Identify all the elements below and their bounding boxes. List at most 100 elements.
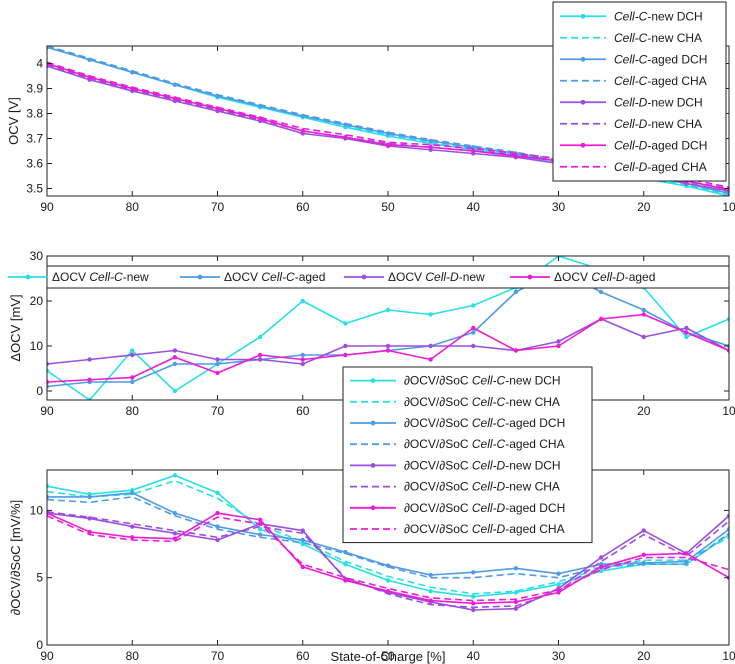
data-point	[641, 528, 646, 533]
legend-label-rest: -new DCH	[647, 9, 702, 23]
data-point	[130, 379, 135, 385]
data-point	[471, 343, 476, 349]
data-point	[598, 289, 604, 295]
data-point	[343, 343, 348, 349]
data-point	[87, 529, 92, 535]
legend-swatch-marker	[580, 13, 586, 19]
legend-label-prefix: ∂OCV/∂SoC	[404, 416, 472, 430]
data-point	[87, 357, 92, 362]
y-tick-label: 3.8	[26, 107, 43, 121]
legend-label: Cell-D-new DCH	[614, 95, 703, 109]
legend-label-prefix: ΔOCV	[388, 270, 425, 284]
x-tick-label: 80	[126, 404, 140, 418]
x-tick-label: 90	[40, 200, 54, 214]
data-point	[215, 537, 220, 543]
y-tick-label: 20	[30, 294, 44, 308]
data-point	[257, 517, 263, 523]
data-point	[513, 348, 519, 353]
data-point	[641, 307, 646, 313]
data-point	[47, 494, 50, 500]
series-line-dsoc-5	[47, 510, 729, 609]
data-point	[130, 535, 135, 540]
y-axis-label: OCV [V]	[6, 97, 21, 145]
x-tick-label: 60	[296, 200, 310, 214]
y-tick-label: 10	[30, 503, 44, 517]
data-point	[343, 562, 348, 567]
y-tick-label: 5	[36, 571, 43, 585]
data-point	[684, 334, 689, 340]
data-point	[300, 298, 305, 304]
legend-label: ∂OCV/∂SoC Cell-D-new CHA	[404, 480, 560, 494]
series-line-dsoc-7	[47, 515, 729, 602]
data-point	[684, 551, 689, 556]
data-point	[428, 343, 433, 349]
legend-dsoc: ∂OCV/∂SoC Cell-C-new DCH∂OCV/∂SoC Cell-C…	[342, 366, 593, 544]
legend-label-rest: -new DCH	[647, 95, 702, 109]
data-point	[513, 289, 519, 295]
x-tick-label: 70	[211, 200, 225, 214]
data-point	[471, 570, 476, 575]
legend-label-rest: -aged CHA	[647, 160, 706, 174]
data-point	[300, 352, 305, 358]
legend-label-cell: Cell-D	[614, 160, 648, 174]
legend-label-prefix: ∂OCV/∂SoC	[404, 480, 472, 494]
legend-label-rest: -aged CHA	[647, 74, 706, 88]
legend-label-cell: Cell-C	[614, 31, 648, 45]
legend-label-cell: Cell-C	[472, 395, 506, 409]
data-point	[428, 572, 433, 578]
legend-label-cell: Cell-C	[89, 270, 123, 284]
legend-label-cell: Cell-D	[591, 270, 625, 284]
data-point	[172, 510, 178, 516]
legend-label: Cell-D-aged CHA	[614, 160, 707, 174]
data-point	[300, 528, 305, 533]
data-point	[300, 128, 305, 134]
data-point	[47, 379, 50, 385]
data-point	[257, 527, 263, 532]
data-point	[641, 552, 646, 558]
legend-docv: ΔOCV Cell-C-new ΔOCV Cell-C-aged ΔOCV Cell…	[8, 265, 730, 289]
data-point	[471, 148, 476, 154]
x-tick-label: 80	[126, 200, 140, 214]
y-tick-label: 3.7	[26, 132, 43, 146]
legend-box	[552, 1, 727, 182]
data-point	[385, 142, 391, 147]
legend-label: Cell-D-aged DCH	[614, 138, 707, 152]
axes-frame-ocv	[46, 45, 730, 197]
legend-label: ΔOCV Cell-C-new	[52, 270, 149, 284]
data-point	[598, 555, 604, 560]
x-tick-label: 70	[211, 649, 225, 663]
data-point	[172, 361, 178, 367]
data-point	[684, 330, 689, 335]
data-point	[556, 571, 561, 576]
x-tick-label: 10	[722, 200, 735, 214]
data-point	[471, 601, 476, 606]
legend-label-prefix: ΔOCV	[52, 270, 89, 284]
data-point	[556, 343, 561, 349]
x-tick-label: 40	[467, 649, 481, 663]
data-point	[130, 375, 135, 380]
legend-label: Cell-C-new CHA	[614, 31, 702, 45]
x-tick-label: 80	[126, 649, 140, 663]
y-tick-label: 4	[36, 57, 43, 71]
x-tick-label: 60	[296, 404, 310, 418]
data-point	[300, 361, 305, 367]
legend-label: ∂OCV/∂SoC Cell-D-aged CHA	[404, 522, 565, 536]
data-point	[130, 524, 135, 529]
data-point	[471, 330, 476, 335]
legend-swatch-marker	[25, 274, 31, 280]
y-tick-label: 0	[36, 638, 43, 652]
data-point	[513, 606, 519, 611]
x-tick-label: 30	[552, 649, 566, 663]
legend-label-cell: Cell-D	[472, 480, 506, 494]
data-point	[726, 513, 729, 518]
data-point	[471, 607, 476, 613]
legend-swatch-marker	[361, 274, 367, 280]
data-point	[513, 599, 519, 605]
data-point	[47, 368, 50, 373]
x-tick-label: 20	[637, 404, 651, 418]
data-point	[428, 598, 433, 603]
legend-swatch-marker	[197, 274, 203, 280]
legend-box	[342, 366, 593, 544]
legend-label-prefix: ∂OCV/∂SoC	[404, 501, 472, 515]
legend-label: ∂OCV/∂SoC Cell-D-new DCH	[404, 458, 561, 472]
